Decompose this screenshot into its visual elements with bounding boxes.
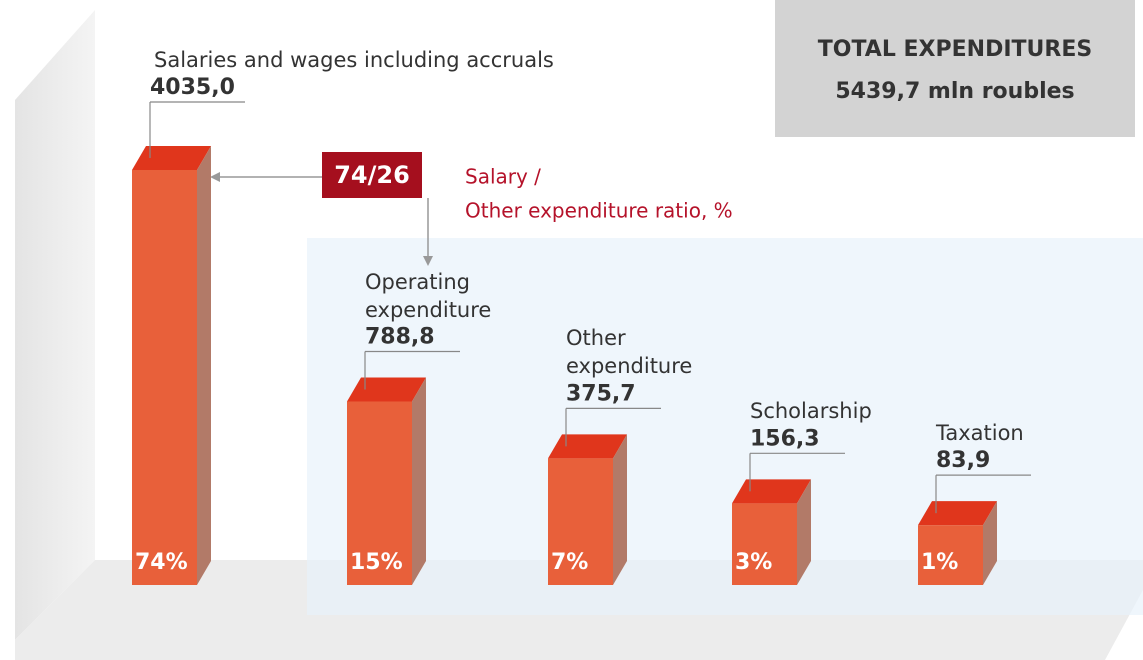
category-label: Salaries and wages including accruals	[154, 48, 554, 72]
ratio-caption: Salary /	[465, 165, 541, 189]
category-label: Taxation	[936, 421, 1024, 446]
value-label: 4035,0	[150, 75, 235, 100]
bar-side	[197, 146, 211, 585]
bar-side	[613, 434, 627, 585]
bar-side	[983, 501, 997, 585]
ratio-box	[322, 152, 422, 198]
total-title: TOTAL EXPENDITURES	[818, 37, 1092, 62]
share-label: 74%	[135, 550, 188, 575]
bar-top	[548, 434, 627, 459]
bar	[347, 401, 412, 585]
ratio-caption: Other expenditure ratio, %	[465, 199, 733, 223]
share-label: 7%	[551, 550, 588, 575]
bar-side	[412, 377, 426, 585]
category-label: Operating expenditure	[365, 269, 492, 322]
bar	[918, 525, 983, 585]
share-label: 1%	[921, 550, 958, 575]
bar-top	[132, 146, 211, 170]
value-label: 83,9	[936, 448, 990, 473]
bar-top	[732, 479, 811, 504]
bar	[732, 503, 797, 585]
value-label: 156,3	[750, 426, 820, 451]
bar-side	[797, 479, 811, 585]
panel	[307, 238, 1143, 615]
wall	[15, 10, 95, 640]
value-label: 375,7	[566, 381, 636, 406]
arrow-head	[210, 172, 220, 182]
ratio-label: 74/26	[334, 161, 410, 189]
bar	[548, 458, 613, 585]
bar	[132, 170, 197, 585]
total-value: 5439,7 mln roubles	[835, 79, 1074, 104]
total-box	[775, 0, 1135, 137]
share-label: 15%	[350, 550, 403, 575]
bar-top	[347, 377, 426, 402]
category-label: Scholarship	[750, 399, 872, 424]
value-label: 788,8	[365, 325, 435, 350]
share-label: 3%	[735, 550, 772, 575]
arrow-head	[423, 256, 433, 266]
bar-top	[918, 501, 997, 526]
category-label: Other expenditure	[566, 326, 693, 379]
